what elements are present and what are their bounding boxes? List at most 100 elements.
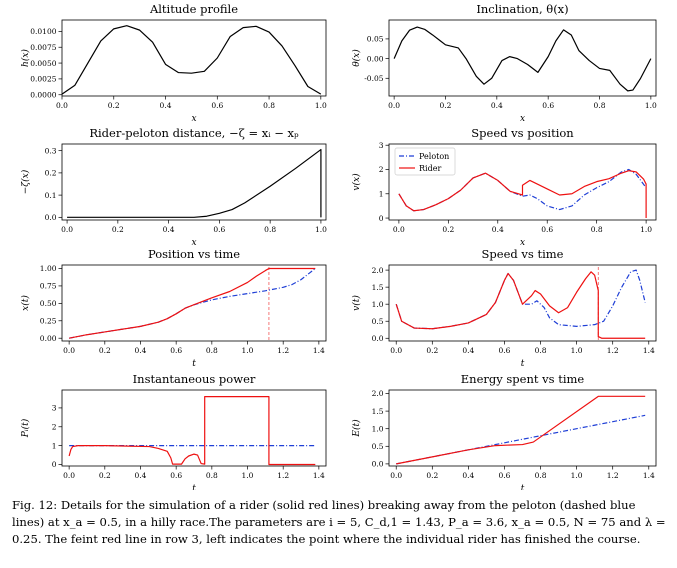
y-tick-label: 0.0100 [30,27,56,36]
y-tick-label: 2 [379,165,384,174]
plot-frame [61,389,327,467]
y-tick-label: 0.0 [372,334,384,343]
x-tick-label: 0.0 [61,225,73,234]
y-tick-label: 0.0 [45,213,57,222]
x-tick-label: 0.2 [440,101,452,110]
x-tick-label: 1.2 [607,471,619,480]
x-tick-label: 1.0 [645,101,657,110]
x-tick-label: 0.0 [390,346,402,355]
y-tick-label: 0 [379,214,384,223]
y-tick-label: 1 [52,441,57,450]
x-tick-label: 0.2 [426,346,438,355]
legend: Peloton Rider [394,147,456,176]
chart-title: Altitude profile [149,2,238,16]
x-tick-label: 0.4 [135,471,147,480]
x-tick-label: 0.0 [388,101,400,110]
chart-panel-5: Position vs time 0.0 0.2 0.4 0.6 0.8 1.0 1.2 1.4… [20,247,327,369]
y-tick-label: 0.00 [367,54,384,63]
plot-frame [388,19,657,97]
series-line-rider [68,396,316,466]
plot-frame [61,143,327,221]
y-tick-label: 0.0050 [30,59,56,68]
x-tick-label: 0.2 [426,471,438,480]
x-tick-label: 0.4 [462,471,474,480]
y-tick-label: 0.3 [45,146,57,155]
y-axis-label: −ζ(x) [20,169,31,194]
y-tick-label: 1 [379,189,384,198]
y-axis-label: Pᵢ(t) [20,418,31,438]
y-tick-label: 0.75 [40,282,57,291]
chart-panel-1: Altitude profile 0.0 0.2 0.4 0.6 0.8 1.0 0.0000… [20,2,327,124]
y-tick-label: 2.0 [372,389,384,398]
x-tick-label: 0.2 [442,225,454,234]
y-axis-label: E(t) [351,419,362,438]
chart-panel-7: Instantaneous power 0.0 0.2 0.4 0.6 0.8 1.0 1.2… [20,372,327,490]
x-tick-label: 0.6 [170,346,182,355]
chart-title: Position vs time [148,247,240,261]
x-axis-label: x [520,114,525,124]
x-axis-label: t [521,484,525,490]
y-tick-label: 0.2 [45,169,57,178]
y-tick-label: 0.50 [40,299,57,308]
y-tick-label: 1.5 [372,407,384,416]
y-tick-label: 0.05 [367,35,384,44]
x-tick-label: 1.0 [315,225,327,234]
x-tick-label: 0.6 [498,346,510,355]
legend-entry: Peloton [419,152,449,161]
chart-panel-6: Speed vs time 0.0 0.2 0.4 0.6 0.8 1.0 1.2 1.4 0.0… [351,247,657,369]
y-tick-label: 0 [52,460,57,469]
x-tick-label: 0.2 [99,471,111,480]
x-tick-label: 0.8 [264,225,276,234]
y-tick-label: 2 [52,422,57,431]
series-line-profile [393,26,652,92]
x-tick-label: 0.6 [498,471,510,480]
x-tick-label: 1.0 [640,225,652,234]
y-tick-label: 0.00 [40,334,57,343]
y-axis-label: θ(x) [351,49,362,67]
y-tick-label: 0.0 [372,460,384,469]
series-line-rider [69,267,316,339]
series-line-peloton [69,268,316,339]
x-tick-label: 0.8 [263,101,275,110]
chart-panel-8: Energy spent vs time 0.0 0.2 0.4 0.6 0.8 1.0 1.… [351,372,657,490]
x-tick-label: 0.4 [492,225,504,234]
plot-frame [61,19,327,97]
x-tick-label: 1.2 [277,471,289,480]
x-tick-label: 1.4 [643,471,655,480]
x-axis-label: t [521,359,525,369]
series-line-rider [398,170,647,219]
x-tick-label: 0.4 [462,346,474,355]
y-tick-label: 1.5 [372,283,384,292]
y-tick-label: 0.0000 [30,90,56,99]
x-tick-label: 0.6 [542,101,554,110]
x-tick-label: 1.0 [571,471,583,480]
y-axis-label: v(t) [351,295,362,311]
x-tick-label: 0.4 [163,225,175,234]
y-tick-label: 0.0075 [30,43,56,52]
x-tick-label: 0.4 [160,101,172,110]
chart-panel-2: Inclination, θ(x) 0.0 0.2 0.4 0.6 0.8 1.0 -0.05… [351,2,657,124]
x-tick-label: 0.0 [393,225,405,234]
chart-title: Rider-peloton distance, −ζ = xᵢ − xₚ [89,126,299,140]
x-tick-label: 0.8 [206,346,218,355]
x-axis-label: x [191,114,196,124]
x-tick-label: 0.4 [491,101,503,110]
figure-caption: Fig. 12: Details for the simulation of a… [12,498,666,546]
y-tick-label: 3 [379,141,384,150]
x-tick-label: 0.6 [541,225,553,234]
series-line-profile [67,148,322,218]
x-tick-label: 0.0 [390,471,402,480]
x-tick-label: 0.8 [535,346,547,355]
x-tick-label: 0.0 [56,101,68,110]
y-tick-label: 0.0025 [30,75,56,84]
plot-frame [388,389,657,467]
x-tick-label: 0.2 [108,101,120,110]
chart-title: Speed vs position [471,126,574,140]
x-tick-label: 1.0 [571,346,583,355]
x-tick-label: 0.6 [211,101,223,110]
series-line-profile [61,25,322,95]
series-line-rider [395,271,646,339]
y-axis-label: x(t) [20,295,31,311]
x-axis-label: x [191,238,196,248]
y-axis-label: v(x) [351,173,362,191]
